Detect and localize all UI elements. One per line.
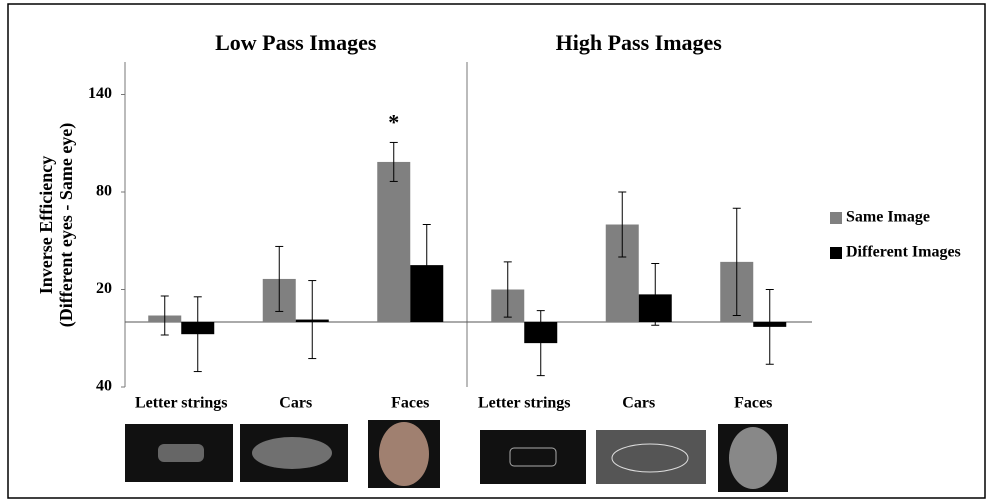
thumbnail-shape — [729, 427, 777, 489]
y-axis-label: Inverse Efficiency (Different eyes - Sam… — [36, 123, 77, 328]
x-tick-label: Faces — [734, 395, 772, 412]
frame — [7, 3, 986, 499]
legend-swatch — [830, 212, 842, 224]
panel-title: High Pass Images — [556, 30, 723, 55]
y-tick-label: 80 — [96, 183, 112, 200]
y-tick-label: 40 — [96, 378, 112, 395]
thumbnails — [125, 420, 788, 492]
y-label-line: (Different eyes - Same eye) — [56, 123, 77, 328]
legend-swatch — [830, 247, 842, 259]
annotation: * — [388, 109, 399, 134]
thumbnail-shape — [379, 422, 429, 486]
thumbnail-shape — [252, 437, 332, 469]
x-tick-label: Cars — [279, 395, 312, 412]
legend-label: Different Images — [846, 244, 961, 261]
y-tick-label: 20 — [96, 280, 112, 297]
x-tick-label: Letter strings — [478, 395, 571, 412]
thumbnail-shape — [509, 447, 557, 467]
x-tick-label: Cars — [622, 395, 655, 412]
y-label-line: Inverse Efficiency — [36, 156, 56, 294]
thumbnail-shape — [158, 444, 204, 462]
panel-title: Low Pass Images — [215, 30, 377, 55]
thumbnail — [480, 430, 586, 484]
legend-label: Same Image — [846, 209, 930, 226]
thumbnail-shape — [611, 443, 689, 473]
x-tick-label: Faces — [391, 395, 429, 412]
bar — [377, 161, 411, 322]
x-tick-label: Letter strings — [135, 395, 228, 412]
y-tick-label: 140 — [88, 85, 112, 102]
